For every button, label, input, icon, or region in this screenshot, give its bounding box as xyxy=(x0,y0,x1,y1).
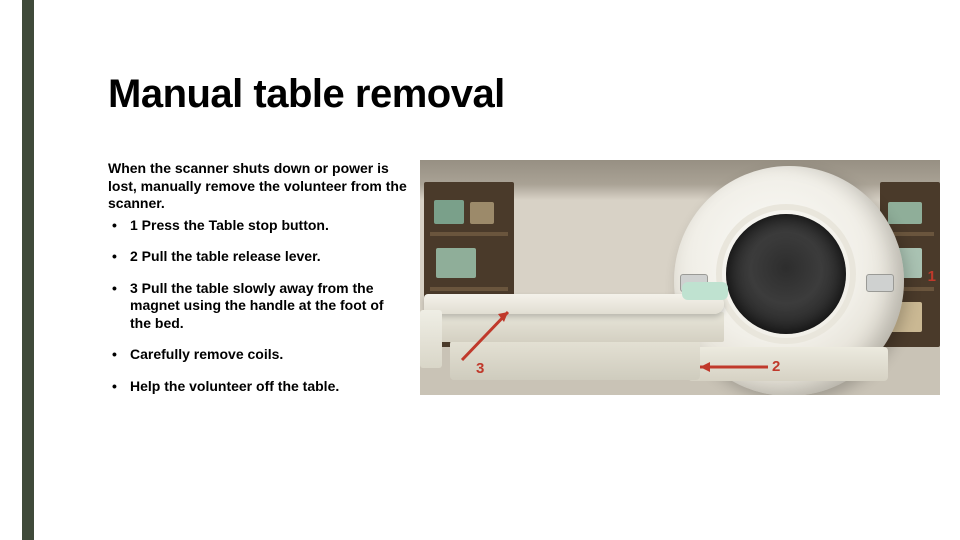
table-headrest xyxy=(682,282,728,300)
intro-text: When the scanner shuts down or power is … xyxy=(108,160,408,213)
body-column: When the scanner shuts down or power is … xyxy=(108,160,408,395)
shelf-box xyxy=(888,202,922,224)
arrow-2 xyxy=(688,358,772,376)
bullet-item: 1 Press the Table stop button. xyxy=(108,217,408,235)
bullet-item: 3 Pull the table slowly away from the ma… xyxy=(108,280,408,333)
bore-tunnel xyxy=(726,214,846,334)
slide: Manual table removal When the scanner sh… xyxy=(0,0,960,540)
slide-title: Manual table removal xyxy=(108,72,505,117)
shelf-box xyxy=(470,202,494,224)
shelf-box xyxy=(436,248,476,278)
bullet-item: Carefully remove coils. xyxy=(108,346,408,364)
bullet-item: 2 Pull the table release lever. xyxy=(108,248,408,266)
table-foot-handle xyxy=(420,310,442,368)
accent-bar xyxy=(22,0,34,540)
scanner-illustration: 1 2 3 xyxy=(420,160,940,395)
bullet-item: Help the volunteer off the table. xyxy=(108,378,408,396)
control-panel-right xyxy=(866,274,894,292)
bullet-list: 1 Press the Table stop button. 2 Pull th… xyxy=(108,217,408,396)
annotation-1: 1 xyxy=(928,268,936,285)
arrow-3 xyxy=(454,300,524,370)
annotation-2: 2 xyxy=(772,358,780,375)
shelf-box xyxy=(434,200,464,224)
